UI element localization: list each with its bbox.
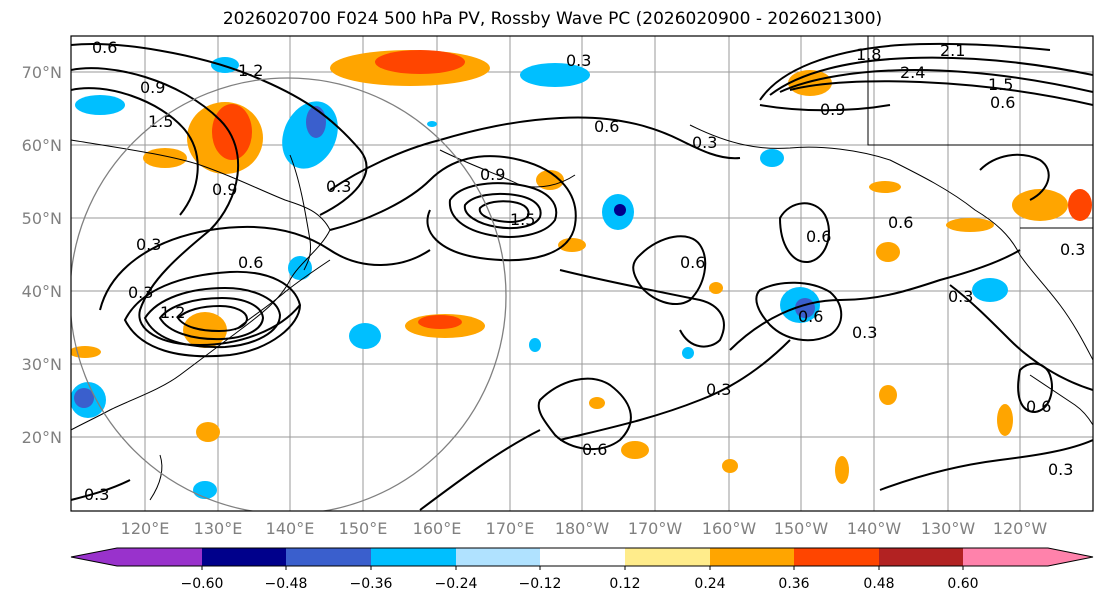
lat-label: 60°N [22,136,62,155]
latitude-labels: 70°N 60°N 50°N 40°N 30°N 20°N [22,63,62,447]
colorbar-segment [371,548,456,566]
lon-label: 150°W [774,519,829,538]
pv-contours [71,42,1093,511]
colorbar-tick-label: −0.24 [435,576,478,592]
colorbar-segment [202,548,286,566]
colorbar-tick-label: 0.24 [694,576,725,592]
contour-label: 0.9 [140,78,165,97]
contour-label: 0.3 [1060,240,1085,259]
contour-label: 0.9 [820,100,845,119]
contour-label: 0.3 [692,133,717,152]
contour-label: 0.3 [128,283,153,302]
contour-label: 0.3 [948,287,973,306]
contour-label: 2.1 [940,41,965,60]
region-circle [71,77,507,511]
contour-label: 0.3 [326,177,351,196]
contour-label: 0.9 [480,165,505,184]
map-title: 2026020700 F024 500 hPa PV, Rossby Wave … [222,9,883,29]
contour-label: 1.5 [148,112,173,131]
contour-label: 0.9 [212,180,237,199]
contour-label: 0.6 [1026,397,1051,416]
colorbar-tick-label: 0.36 [778,576,809,592]
lon-label: 170°E [486,519,535,538]
colorbar-tick-label: −0.12 [519,576,562,592]
colorbar-tick-label: −0.48 [265,576,308,592]
colorbar-tick-label: −0.36 [350,576,393,592]
contour-label: 1.5 [988,75,1013,94]
colorbar-tick-label: 0.48 [863,576,894,592]
contour-label: 0.6 [92,38,117,57]
contour-label: 0.6 [680,253,705,272]
colorbar-segment [286,548,371,566]
colorbar-segment [710,548,794,566]
colorbar-segment [794,548,879,566]
contour-label: 1.5 [510,210,535,229]
pv-anomaly-shading [71,50,1092,499]
colorbar-segment [540,548,625,566]
colorbar-min-extend [71,548,117,566]
lat-label: 20°N [22,428,62,447]
contour-label: 0.6 [582,440,607,459]
colorbar-segment [625,548,710,566]
contour-label: 0.3 [1048,460,1073,479]
contour-label: 0.6 [888,213,913,232]
colorbar-segment [456,548,540,566]
lat-label: 30°N [22,355,62,374]
colorbar-segment [879,548,963,566]
lat-label: 50°N [22,209,62,228]
contour-label: 0.3 [566,51,591,70]
contour-label: 2.4 [900,63,925,82]
lon-label: 180°W [555,519,610,538]
lon-label: 130°E [194,519,243,538]
colorbar-segment [963,548,1048,566]
colorbar-tick-label: −0.60 [181,576,224,592]
contour-label: 0.3 [136,235,161,254]
longitude-labels: 120°E 130°E 140°E 150°E 160°E 170°E 180°… [121,519,1048,538]
contour-label: 1.2 [238,61,263,80]
colorbar-segment [117,548,202,566]
lon-label: 140°E [266,519,315,538]
contour-label: 1.8 [856,45,881,64]
contour-label: 0.6 [990,93,1015,112]
colorbar-tick-label: 0.12 [609,576,640,592]
lat-label: 70°N [22,63,62,82]
lat-label: 40°N [22,282,62,301]
contour-label: 0.6 [798,307,823,326]
colorbar-max-extend [1048,548,1093,566]
map-frame [70,35,1094,512]
colorbar-outline [70,547,1094,567]
lon-label: 120°W [993,519,1048,538]
contour-label: 0.6 [594,117,619,136]
lon-label: 120°E [121,519,170,538]
contour-label: 1.2 [160,303,185,322]
colorbar-tick-marks [201,566,964,570]
lon-label: 160°E [413,519,462,538]
colorbar-tick-label: 0.60 [947,576,978,592]
contour-label: 0.3 [852,323,877,342]
lon-label: 160°W [702,519,757,538]
lon-label: 170°W [628,519,683,538]
contour-label-group: 0.6 0.9 1.2 1.5 0.3 0.6 0.9 1.5 0.3 0.6 … [84,38,1085,504]
contour-label: 0.6 [238,253,263,272]
colorbar: −0.60 −0.48 −0.36 −0.24 −0.12 0.12 0.24 … [70,547,1094,592]
contour-label: 0.3 [706,380,731,399]
lon-label: 140°W [847,519,902,538]
contour-label: 0.6 [806,227,831,246]
lon-label: 150°E [339,519,388,538]
lon-label: 130°W [921,519,976,538]
contour-label: 0.3 [84,485,109,504]
